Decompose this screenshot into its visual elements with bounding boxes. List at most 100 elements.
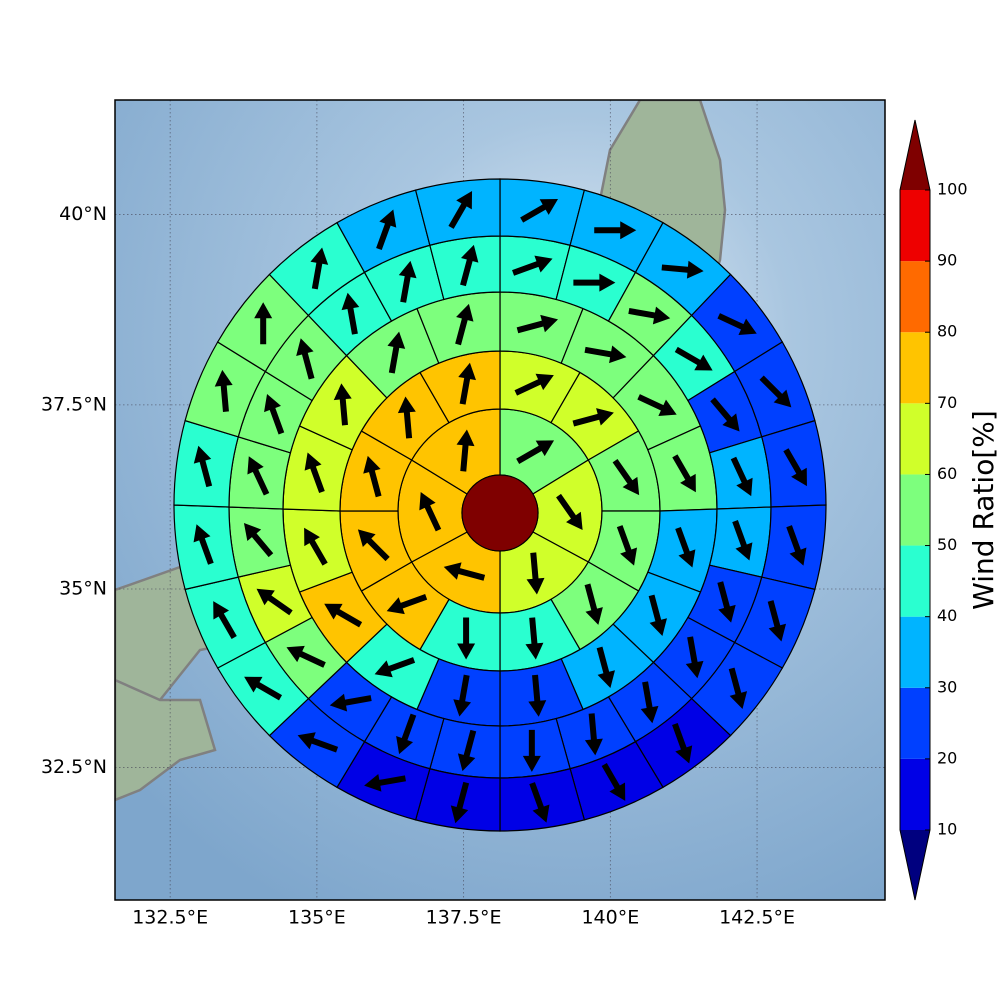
y-tick-label: 32.5°N	[41, 756, 107, 778]
wind-arrow	[584, 713, 603, 756]
wind-arrow	[520, 199, 559, 223]
wind-arrow	[674, 346, 713, 371]
colorbar-bin	[900, 687, 930, 759]
wind-arrow	[516, 440, 555, 464]
land	[115, 678, 217, 802]
wind-arrow	[247, 456, 270, 496]
wind-arrow	[573, 273, 616, 292]
wind-arrow	[612, 458, 640, 496]
x-tick-label: 137.5°E	[426, 907, 502, 929]
wind-arrow	[256, 588, 293, 616]
colorbar-tick-label: 20	[937, 748, 957, 767]
wind-arrow	[584, 583, 603, 625]
wind-arrow	[297, 732, 339, 753]
colorbar-bin	[900, 261, 930, 333]
colorbar-tick-label: 60	[937, 464, 957, 483]
y-tick-label: 37.5°N	[41, 393, 107, 415]
sector-cell	[499, 178, 586, 246]
wind-arrow	[572, 408, 614, 427]
wind-arrow	[661, 260, 704, 279]
wind-arrows	[193, 191, 807, 824]
y-tick-label: 35°N	[59, 577, 107, 599]
wind-arrow	[254, 302, 273, 345]
wind-arrow	[193, 524, 214, 565]
wind-arrow	[193, 445, 213, 488]
wind-arrow	[767, 600, 787, 642]
colorbar-tick-label: 10	[937, 820, 957, 839]
wind-arrow	[455, 303, 474, 346]
wind-arrow	[759, 375, 792, 408]
wind-arrow	[640, 681, 659, 724]
wind-arrow	[443, 562, 486, 581]
wind-arrow	[522, 729, 541, 772]
sector-cell	[414, 768, 501, 832]
wind-arrow	[398, 260, 417, 303]
colorbar-bin	[900, 758, 930, 830]
wind-arrow	[728, 667, 748, 709]
wind-arrow	[387, 331, 406, 374]
wind-arrow	[601, 762, 626, 801]
wind-arrow	[783, 448, 807, 487]
wind-arrow	[448, 191, 473, 229]
wind-arrow	[286, 645, 326, 668]
colorbar-over	[900, 120, 930, 190]
map-frame	[114, 99, 886, 901]
wind-arrow	[529, 782, 550, 823]
wind-arrow	[296, 338, 315, 380]
wind-arrow	[324, 603, 363, 628]
sector-cell	[499, 768, 586, 832]
wind-arrow	[512, 255, 553, 276]
wind-arrow	[516, 314, 559, 334]
colorbar-bin	[900, 332, 930, 404]
colorbar-bin	[900, 403, 930, 475]
colorbar-tick-label: 100	[937, 180, 968, 199]
wind-arrow	[628, 306, 671, 325]
wind-arrow	[374, 657, 416, 678]
x-tick-label: 132.5°E	[132, 907, 208, 929]
wind-arrow	[717, 581, 736, 623]
colorbar-bin	[900, 616, 930, 688]
x-tick-label: 140°E	[581, 907, 639, 929]
wind-arrow	[386, 593, 428, 615]
colorbar-tick-label: 70	[937, 393, 957, 412]
wind-arrow	[357, 529, 390, 562]
y-tick-label: 40°N	[59, 203, 107, 225]
wind-arrow	[376, 209, 397, 251]
polar-grid	[173, 178, 827, 832]
wind-arrow	[333, 383, 352, 426]
wind-arrow	[397, 396, 416, 439]
wind-arrow	[364, 773, 406, 792]
wind-arrow	[264, 393, 285, 435]
wind-arrow	[710, 397, 740, 432]
wind-arrow	[457, 617, 476, 660]
wind-arrow	[717, 313, 757, 335]
wind-arrow	[732, 520, 753, 561]
wind-arrow	[419, 492, 442, 532]
wind-arrow	[514, 373, 554, 396]
wind-arrow	[304, 527, 328, 566]
colorbar-bin	[900, 190, 930, 262]
wind-arrow	[363, 455, 382, 498]
wind-arrow	[528, 674, 547, 717]
colorbar-bin	[900, 545, 930, 617]
wind-arrow	[213, 601, 237, 640]
wind-arrow	[450, 781, 470, 824]
wind-arrow	[453, 674, 472, 717]
center-cell	[461, 474, 539, 552]
axis-ticks: 132.5°E 135°E 137.5°E 140°E 142.5°E 32.5°N 35°…	[41, 203, 795, 929]
wind-arrow	[584, 345, 627, 364]
wind-arrow	[329, 693, 372, 712]
wind-arrow	[637, 394, 677, 416]
wind-arrow	[616, 525, 638, 566]
wind-arrow	[648, 594, 667, 636]
wind-arrow	[594, 221, 637, 240]
wind-arrow	[456, 429, 475, 472]
colorbar-tick-label: 90	[937, 251, 957, 270]
colorbar-tick-label: 30	[937, 677, 957, 696]
colorbar: 10 20 30 40 50 60 70 80 90 100	[899, 119, 968, 901]
x-tick-label: 135°E	[288, 907, 346, 929]
wind-arrow	[556, 493, 583, 531]
wind-arrow	[675, 526, 696, 568]
wind-arrow	[304, 452, 325, 494]
wind-arrow	[457, 729, 477, 772]
